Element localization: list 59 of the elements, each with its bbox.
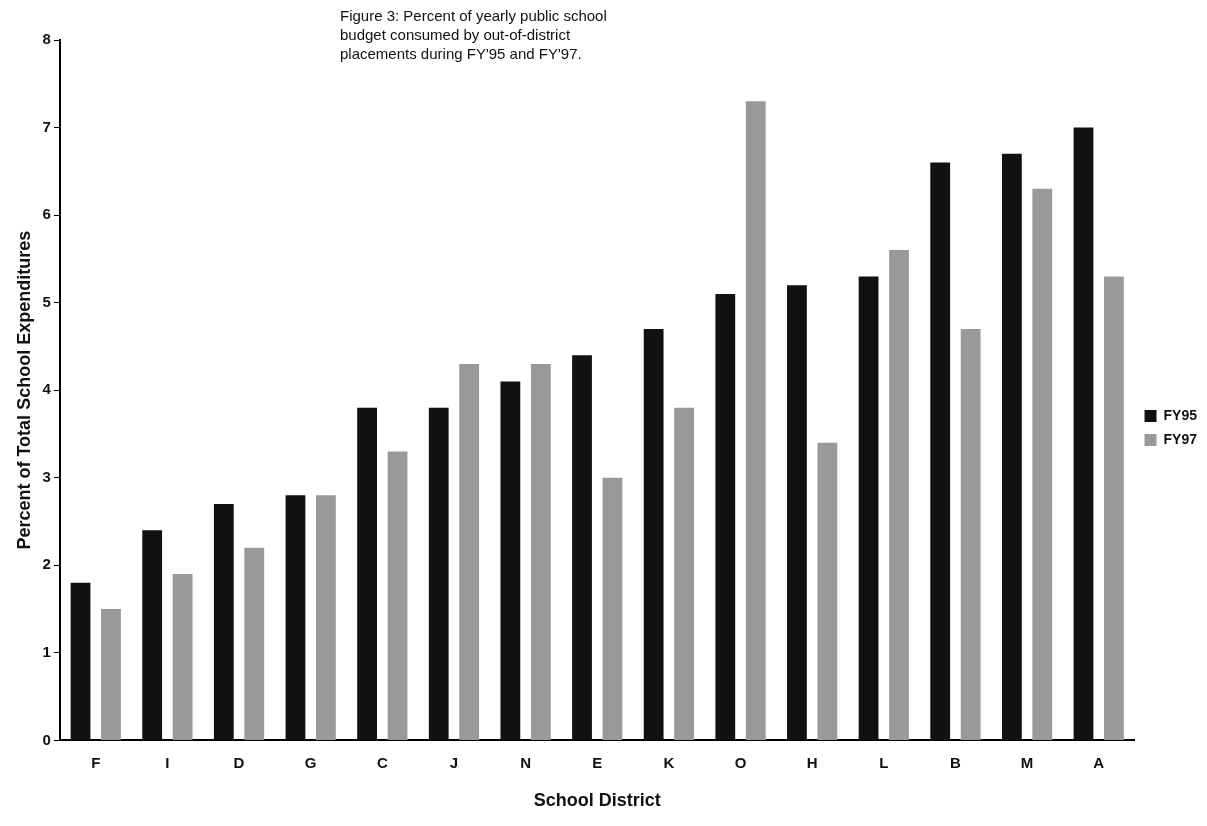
chart-title: Figure 3: Percent of yearly public school budget consumed by out-of-district placements during FY'95 and FY'97. (340, 6, 608, 63)
bar (70, 582, 91, 740)
bar (244, 547, 265, 740)
y-axis-title: Percent of Total School Expenditures (13, 230, 34, 550)
x-tick-label: N (520, 753, 532, 771)
bar (817, 442, 838, 740)
x-tick-label: D (233, 753, 245, 771)
bar (1104, 276, 1124, 740)
bar (285, 495, 306, 740)
bar (745, 101, 766, 740)
bar (172, 574, 193, 740)
bar (674, 407, 694, 740)
y-tick-label: 3 (42, 467, 51, 485)
bar (858, 276, 879, 740)
y-tick-label: 6 (42, 205, 51, 223)
bar (889, 250, 909, 740)
bar (930, 162, 951, 740)
y-tick-label: 1 (42, 642, 51, 660)
bar (387, 451, 408, 740)
x-tick-label: C (376, 753, 388, 771)
bar (459, 363, 480, 740)
bar (643, 328, 664, 740)
bar (500, 381, 521, 740)
y-tick-label: 7 (42, 117, 51, 135)
bar (715, 293, 736, 740)
x-tick-label: J (449, 753, 459, 771)
y-tick-label: 8 (42, 30, 51, 48)
bar (787, 285, 807, 740)
x-tick-label: G (304, 753, 317, 771)
x-tick-label: F (91, 753, 101, 771)
bar (602, 477, 623, 740)
x-tick-label: K (663, 753, 675, 771)
y-tick-label: 4 (42, 380, 52, 398)
x-tick-label: E (592, 753, 603, 771)
bar (960, 328, 981, 740)
x-tick-label: M (1020, 753, 1034, 771)
y-tick-label: 2 (42, 555, 51, 573)
x-axis-title: School District (533, 790, 661, 811)
x-tick-label: H (806, 753, 818, 771)
bar (101, 609, 121, 740)
bar (142, 530, 163, 740)
bar (316, 495, 336, 740)
bar (572, 355, 592, 740)
legend-label: FY97 (1163, 430, 1198, 447)
x-tick-label: L (879, 753, 889, 771)
x-tick-label: O (734, 753, 747, 771)
bar (1032, 188, 1053, 740)
x-tick-label: A (1093, 753, 1105, 771)
bar (530, 363, 551, 740)
bar (213, 504, 234, 740)
legend-label: FY95 (1163, 406, 1198, 423)
bar (1001, 153, 1022, 740)
bar (1073, 127, 1094, 740)
y-tick-label: 5 (42, 292, 51, 310)
y-tick-label: 0 (42, 730, 51, 748)
x-tick-label: B (950, 753, 962, 771)
x-tick-label: I (165, 753, 170, 771)
bar (428, 407, 449, 740)
bar (357, 407, 377, 740)
